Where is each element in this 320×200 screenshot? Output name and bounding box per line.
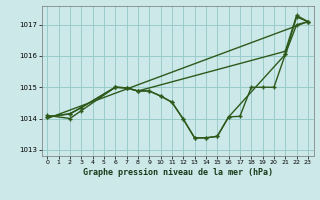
- X-axis label: Graphe pression niveau de la mer (hPa): Graphe pression niveau de la mer (hPa): [83, 168, 273, 177]
